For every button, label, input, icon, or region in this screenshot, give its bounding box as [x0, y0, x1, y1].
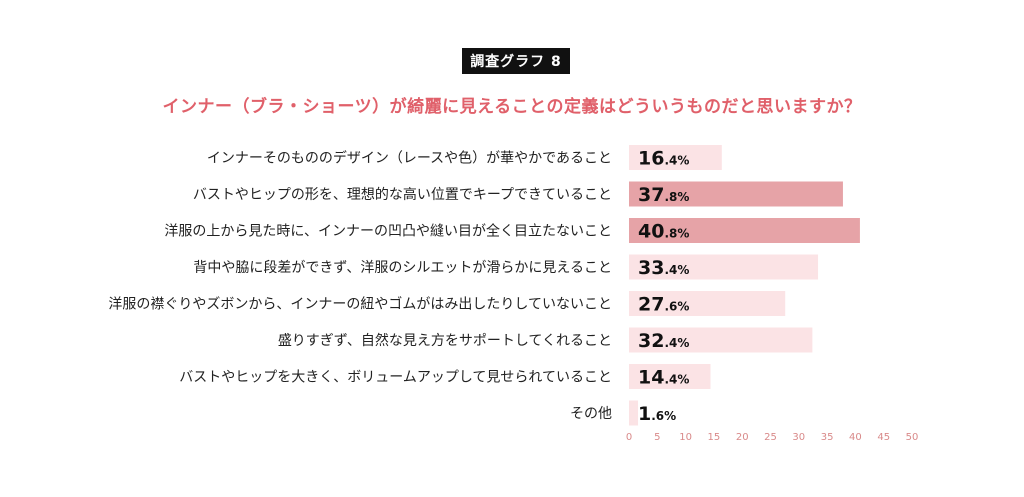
- bar: [629, 145, 722, 170]
- category-label: バストやヒップの形を、理想的な高い位置でキープできていること: [193, 186, 612, 203]
- survey-badge: 調査グラフ 8: [462, 48, 570, 74]
- x-tick-label: 50: [906, 432, 919, 443]
- value-label: 27.6%: [638, 294, 689, 316]
- category-label: インナーそのもののデザイン（レースや色）が華やかであること: [207, 150, 612, 167]
- x-tick-label: 40: [849, 432, 862, 443]
- x-tick-label: 25: [764, 432, 777, 443]
- x-tick-label: 20: [736, 432, 749, 443]
- bar: [629, 327, 813, 353]
- value-label: 14.4%: [638, 367, 689, 389]
- chart-title: インナー（ブラ・ショーツ）が綺麗に見えることの定義はどういうものだと思いますか？: [162, 97, 862, 117]
- x-tick-label: 35: [821, 432, 834, 443]
- bar: [629, 218, 860, 243]
- bar: [629, 400, 639, 426]
- category-label: 背中や脇に段差ができず、洋服のシルエットが滑らかに見えること: [193, 259, 612, 276]
- bar: [629, 291, 786, 316]
- x-tick-label: 30: [792, 432, 805, 443]
- bar: [629, 181, 843, 207]
- bar: [629, 254, 819, 280]
- bar: [629, 364, 711, 389]
- x-tick-label: 10: [679, 432, 692, 443]
- category-label: バストやヒップを大きく、ボリュームアップして見せられていること: [179, 370, 612, 386]
- category-label: 洋服の襟ぐりやズボンから、インナーの紐やゴムがはみ出したりしていないこと: [108, 296, 612, 313]
- x-tick-label: 5: [654, 432, 660, 443]
- x-tick-label: 15: [708, 432, 721, 443]
- category-label: 洋服の上から見た時に、インナーの凹凸や縫い目が全く目立たないこと: [164, 223, 612, 240]
- value-label: 16.4%: [638, 148, 689, 170]
- category-label: その他: [570, 406, 612, 422]
- category-label: 盛りすぎず、自然な見え方をサポートしてくれること: [278, 332, 612, 349]
- value-label: 37.8%: [638, 184, 689, 206]
- value-label: 40.8%: [638, 221, 689, 243]
- x-tick-label: 45: [877, 432, 890, 443]
- value-label: 33.4%: [638, 257, 689, 279]
- value-label: 32.4%: [638, 330, 689, 352]
- value-label: 1.6%: [638, 403, 676, 425]
- x-tick-label: 0: [626, 432, 632, 443]
